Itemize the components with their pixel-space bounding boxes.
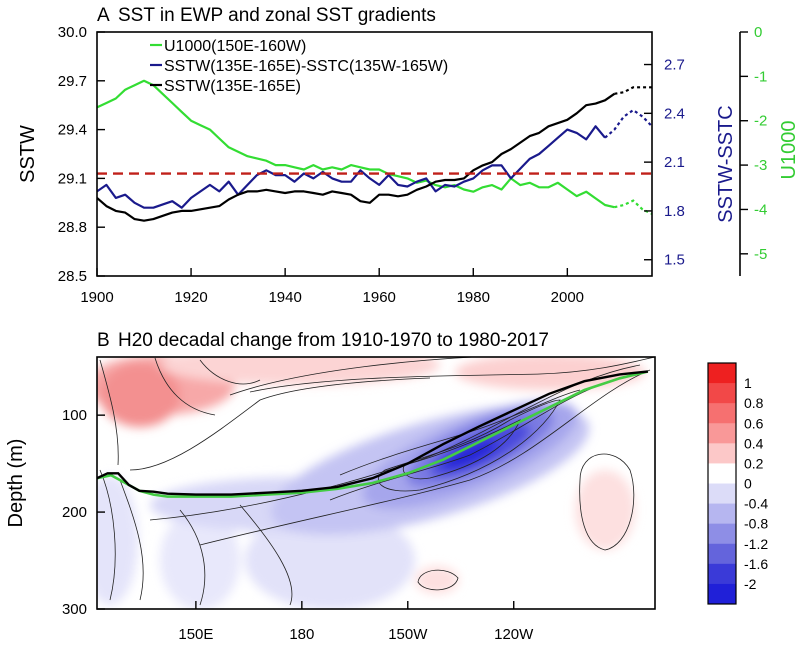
series-line-dashed-1 [604,108,652,139]
x-tick-label: 2000 [551,289,584,306]
left-tick-label: 29.4 [58,122,87,139]
panel-a-label: A [97,5,110,26]
legend: U1000(150E-160W) SSTW(135E-165E)-SSTC(13… [150,38,448,95]
x-tick-label: 1980 [457,289,490,306]
colorbar-frame [707,362,737,605]
colorbar-label: 1 [744,375,752,391]
series-line-0 [97,79,615,209]
panel-b-frame [96,356,656,610]
left-tick-label: 28.5 [58,268,87,285]
panel-a-right-axis-gradient: 1.5 1.8 2.1 2.4 2.7 [644,57,685,269]
right1-tick-label: 2.1 [664,154,685,171]
lon-tick-label: 180 [289,626,314,643]
depth-tick-label: 300 [62,601,87,618]
left-tick-label: 29.1 [58,170,87,187]
left-tick-label: 30.0 [58,24,87,41]
colorbar-label: 0.2 [744,455,764,471]
depth-tick-label: 200 [62,504,87,521]
panel-a-x-axis: 1900 1920 1940 1960 1980 2000 [80,268,584,306]
colorbar-swatch [708,483,736,505]
series-line-1 [97,125,606,209]
colorbar-label: -1.2 [744,536,768,552]
x-tick-label: 1920 [174,289,207,306]
colorbar-swatch [708,383,736,404]
left-tick-label: 29.7 [58,73,87,90]
right1-tick-label: 2.4 [664,105,685,122]
colorbar-swatch [708,363,736,384]
right2-tick-label: -5 [754,246,767,263]
right-axis-label-gradient: SSTW-SSTC [715,105,737,222]
colorbar-swatch [708,583,736,605]
colorbar-label: -1.6 [744,556,768,572]
panel-a-title: SST in EWP and zonal SST gradients [118,5,436,26]
colorbar-swatch [708,463,736,484]
colorbar-swatch [708,423,736,444]
lon-tick-label: 150E [178,626,213,643]
series-line-dashed-2 [614,86,652,95]
left-tick-label: 28.8 [58,219,87,236]
depth-axis-label: Depth (m) [5,439,27,528]
panel-a: A SST in EWP and zonal SST gradients 190… [17,5,800,306]
x-tick-label: 1940 [268,289,301,306]
right2-tick-label: -3 [754,157,767,174]
depth-tick-label: 100 [62,407,87,424]
colorbar-label: 0.8 [744,395,764,411]
lon-tick-label: 120W [494,626,534,643]
heatmap-field [97,357,655,609]
legend-entry-gradient: SSTW(135E-165E)-SSTC(135W-165W) [164,58,448,75]
colorbar-swatch [708,443,736,464]
panel-b-title: H20 decadal change from 1910-1970 to 198… [118,330,549,351]
panel-b-x-axis: 150E 180 150W 120W [178,601,534,643]
panel-a-frame [96,31,653,277]
colorbar-swatch [708,563,736,585]
right2-tick-label: -2 [754,113,767,130]
isotherm-climatology-line [97,370,649,496]
series-line-2 [97,92,616,222]
left-axis-label: SSTW [17,125,39,183]
colorbar-swatch [708,543,736,565]
x-tick-label: 1900 [80,289,113,306]
right-axis-label-wind: U1000 [778,121,800,180]
heatmap-contours [99,357,655,606]
right2-tick-label: -1 [754,68,767,85]
panel-b: B H20 decadal change from 1910-1970 to 1… [5,330,768,643]
colorbar-label: -0.4 [744,496,768,512]
colorbar-label: 0.6 [744,415,764,431]
colorbar-label: -2 [744,576,757,592]
right1-tick-label: 1.8 [664,203,685,220]
colorbar-label: -0.8 [744,516,768,532]
right1-tick-label: 1.5 [664,252,685,269]
right2-tick-label: 0 [754,24,762,41]
panel-a-right-axis-wind: 0 -1 -2 -3 -4 -5 [739,24,767,276]
colorbar-swatch [708,503,736,525]
legend-entry-sstw: SSTW(135E-165E) [164,78,301,95]
colorbar-label: 0.4 [744,435,764,451]
colorbar-swatch [708,403,736,424]
colorbar-label: 0 [744,476,752,492]
panel-a-series [97,79,652,222]
series-line-dashed-0 [614,199,652,215]
x-tick-label: 1960 [363,289,396,306]
lon-tick-label: 150W [388,626,428,643]
panel-a-left-axis: 28.5 28.8 29.1 29.4 29.7 30.0 [58,24,105,285]
legend-entry-wind: U1000(150E-160W) [164,38,306,55]
right2-tick-label: -4 [754,201,767,218]
panel-b-y-axis: 100 200 300 [62,407,105,618]
right1-tick-label: 2.7 [664,57,685,74]
colorbar: 1 0.8 0.6 0.4 0.2 0 -0.4 -0.8 -1.2 -1.6 -2 [707,362,768,605]
panel-b-label: B [97,330,110,351]
colorbar-swatch [708,523,736,545]
